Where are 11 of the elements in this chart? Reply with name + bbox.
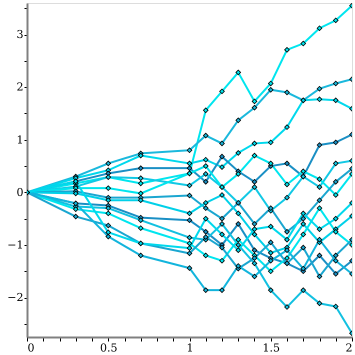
y-tick-label: 2 — [16, 80, 24, 94]
x-tick-label: 0.5 — [100, 342, 118, 354]
x-tick-label: 1 — [186, 342, 194, 354]
y-tick-label: 3 — [16, 28, 24, 42]
x-tick-label: 0 — [28, 342, 34, 354]
x-tick-label: 2 — [346, 342, 352, 354]
x-tick-label: 1.5 — [262, 342, 280, 354]
y-tick-label: 0 — [16, 186, 24, 199]
y-tick-label: −2 — [7, 291, 24, 304]
y-tick-label: −1 — [7, 238, 24, 252]
y-tick-label: 1 — [16, 133, 24, 146]
